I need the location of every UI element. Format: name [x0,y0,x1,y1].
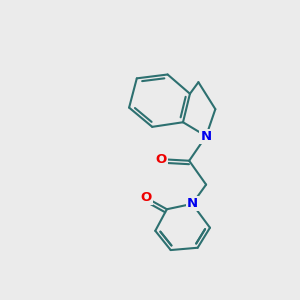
Text: O: O [156,153,167,166]
Text: O: O [140,191,152,204]
Text: N: N [200,130,212,142]
Text: N: N [187,197,198,210]
